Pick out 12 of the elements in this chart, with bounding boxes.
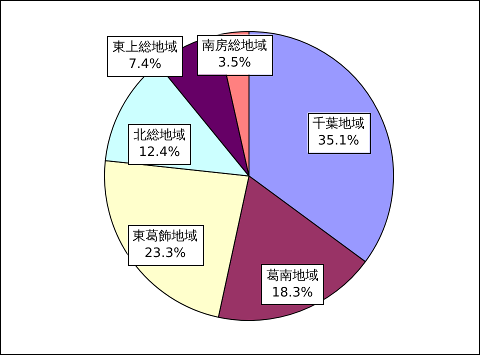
slice-label: 東上総地域 <box>112 40 178 55</box>
slice-label: 千葉地域 <box>312 116 365 132</box>
slice-label: 北総地域 <box>133 128 186 144</box>
data-label: 7.4% <box>128 56 162 72</box>
data-label: 23.3% <box>144 246 186 262</box>
slice-label: 南房総地域 <box>202 37 268 54</box>
data-label: 18.3% <box>272 285 314 300</box>
data-label: 35.1% <box>318 134 360 149</box>
data-label: 12.4% <box>138 145 180 160</box>
data-label: 3.5% <box>218 55 252 70</box>
slice-label: 葛南地域 <box>266 268 318 284</box>
slice-label: 東葛飾地域 <box>132 229 198 244</box>
